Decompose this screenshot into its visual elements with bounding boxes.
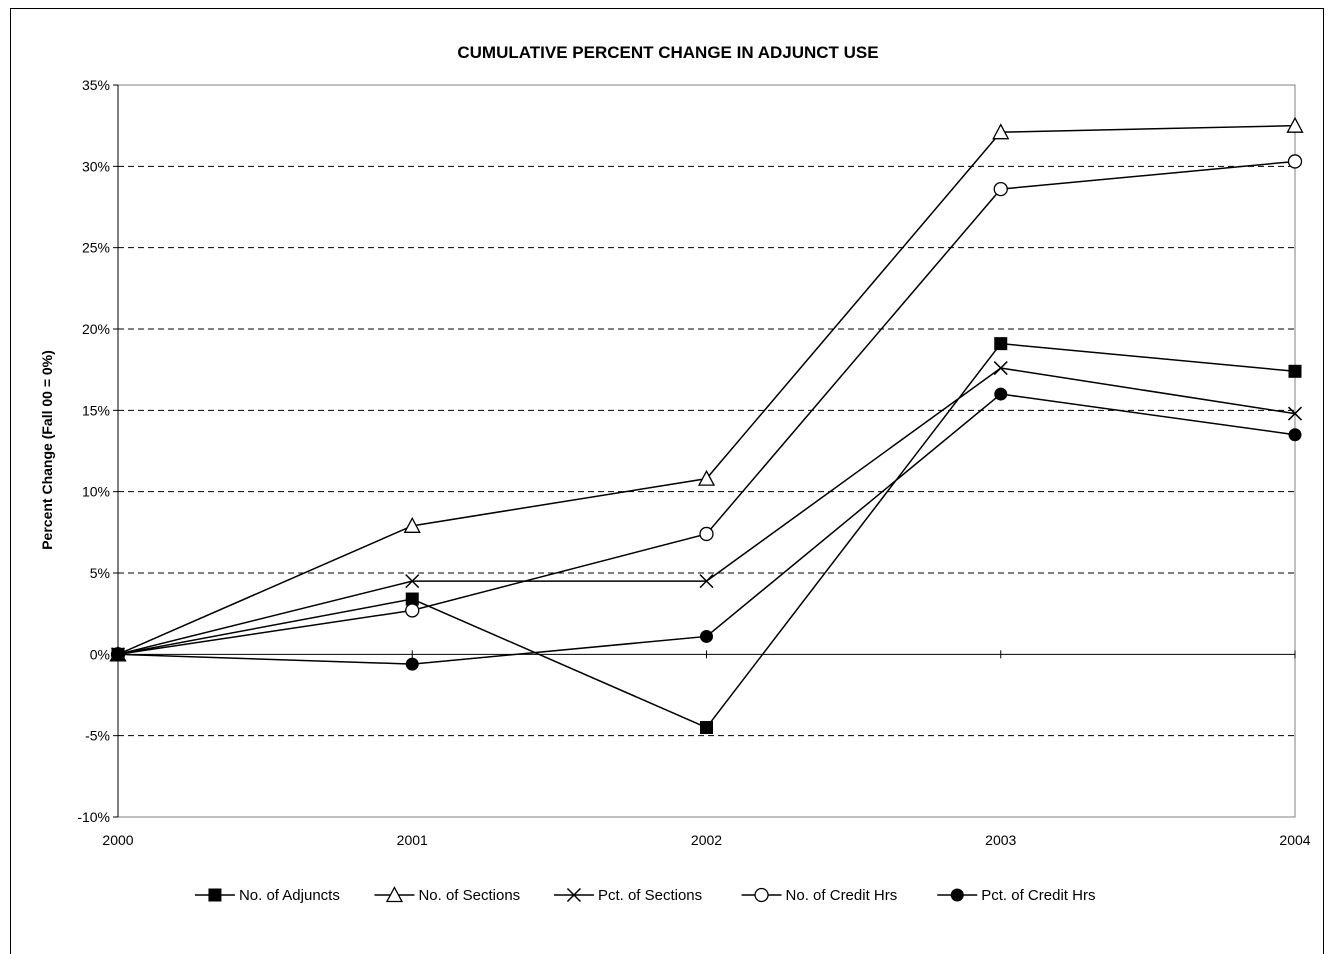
x-tick-label: 2002 — [691, 832, 722, 848]
legend-marker — [754, 887, 769, 903]
data-point — [699, 526, 714, 542]
legend-item-4: Pct. of Credit Hrs — [937, 887, 1095, 904]
legend-label: Pct. of Credit Hrs — [981, 887, 1095, 904]
legend-label: Pct. of Sections — [598, 887, 702, 904]
chart-frame — [10, 8, 1324, 954]
legend-item-3: No. of Credit Hrs — [741, 887, 898, 904]
data-point — [1288, 364, 1302, 378]
x-tick-labels: 2000 2001 2002 2003 2004 — [102, 832, 1310, 848]
legend-marker — [385, 886, 404, 903]
y-tick-label: 15% — [82, 402, 110, 418]
data-point — [403, 516, 421, 533]
y-tick-label: 30% — [82, 158, 110, 174]
data-point — [993, 361, 1008, 376]
series-2 — [110, 361, 1303, 662]
legend-item-2: Pct. of Sections — [553, 887, 702, 904]
legend-marker — [950, 888, 964, 902]
data-point — [405, 657, 419, 671]
data-point — [111, 647, 125, 661]
y-tick-label: 25% — [82, 240, 110, 256]
data-point — [700, 629, 713, 643]
series-line-1 — [117, 124, 1296, 656]
legend-label: No. of Credit Hrs — [786, 887, 898, 904]
legend-marker — [566, 887, 581, 903]
x-tick-label: 2001 — [397, 832, 428, 848]
data-point — [1287, 154, 1303, 169]
y-tick-label: 0% — [90, 646, 110, 662]
legend-item-1: No. of Sections — [374, 886, 520, 904]
y-tick-labels: -10% -5% 0% 5% 10% 15% 20% 25% 30% 35% — [77, 77, 110, 825]
legend-item-0: No. of Adjuncts — [194, 887, 340, 904]
y-tick-label: 10% — [82, 484, 110, 500]
data-point — [700, 721, 713, 735]
data-point — [405, 592, 419, 606]
legend-label: No. of Sections — [418, 887, 520, 904]
data-point — [1286, 116, 1304, 133]
data-point — [993, 181, 1008, 197]
x-tick-label: 2000 — [102, 832, 133, 848]
series-4 — [111, 387, 1302, 671]
chart-title: CUMULATIVE PERCENT CHANGE IN ADJUNCT USE — [457, 43, 878, 62]
y-tick-label: 20% — [82, 321, 110, 337]
data-point — [1288, 428, 1302, 442]
legend: No. of Adjuncts No. of Sections Pct. of Se… — [194, 886, 1095, 904]
series-1 — [109, 116, 1304, 662]
data-point — [994, 387, 1008, 401]
data-point — [1287, 406, 1303, 421]
x-tick-label: 2004 — [1279, 832, 1310, 848]
data-point — [405, 574, 420, 589]
data-point — [697, 469, 716, 486]
y-tick-label: 5% — [90, 565, 110, 581]
legend-marker — [208, 888, 222, 902]
plot-area-border — [117, 84, 1296, 818]
y-tick-label: 35% — [82, 77, 110, 93]
data-point — [699, 574, 714, 589]
series-layer — [109, 116, 1304, 735]
data-point — [994, 337, 1008, 351]
y-axis-label: Percent Change (Fall 00 = 0%) — [39, 350, 55, 550]
series-3 — [110, 154, 1303, 662]
y-tick-label: -5% — [85, 728, 110, 744]
data-point — [405, 603, 420, 618]
x-tick-label: 2003 — [985, 832, 1016, 848]
data-point — [992, 123, 1010, 140]
legend-label: No. of Adjuncts — [239, 887, 340, 904]
y-tick-label: -10% — [77, 809, 110, 825]
axes-layer — [113, 84, 1296, 818]
